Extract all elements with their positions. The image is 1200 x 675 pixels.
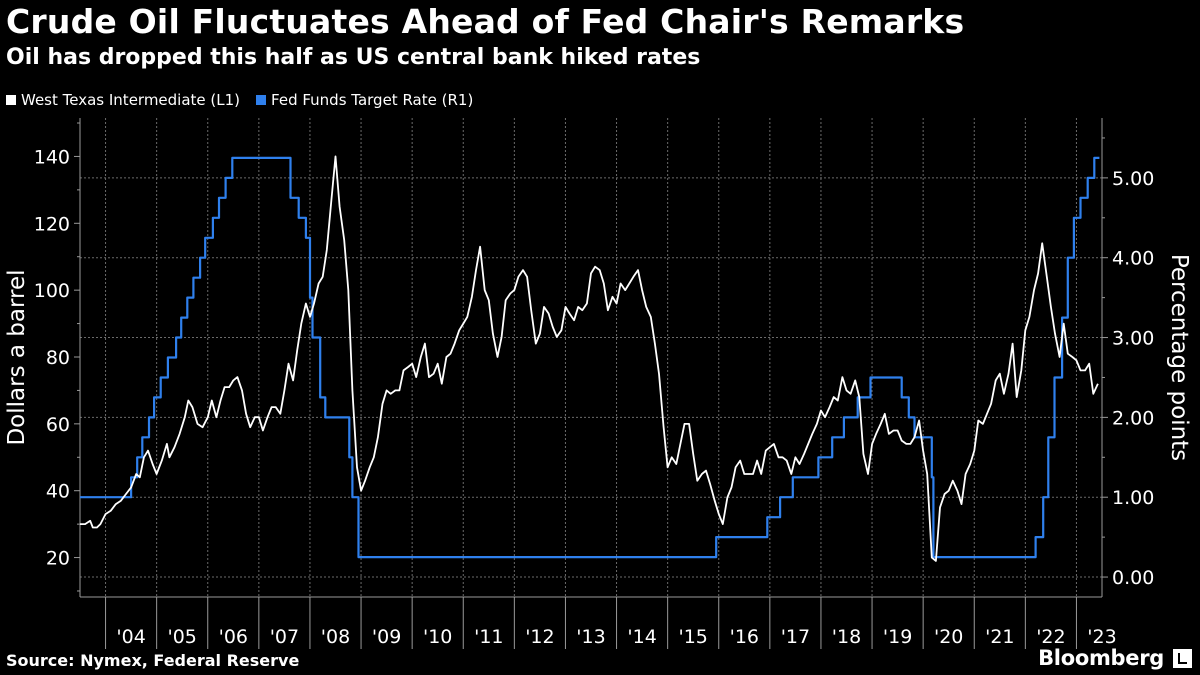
x-tick-label: '11 bbox=[474, 626, 503, 648]
source-note: Source: Nymex, Federal Reserve bbox=[6, 651, 300, 670]
x-tick-label: '15 bbox=[678, 626, 707, 648]
y-axis-label-right: Percentage points bbox=[1166, 254, 1192, 461]
left-tick-label: 20 bbox=[46, 548, 70, 570]
x-axis-ticks: '04 '05 '06 '07 '08 '09 '10 '11 '12 '13 '14 '15 '16 '… bbox=[105, 597, 1117, 649]
x-tick-label: '23 bbox=[1087, 626, 1116, 648]
right-tick-label: 1.00 bbox=[1112, 487, 1154, 509]
right-tick-label: 5.00 bbox=[1112, 168, 1154, 190]
right-tick-label: 0.00 bbox=[1112, 567, 1154, 589]
chart-subtitle: Oil has dropped this half as US central … bbox=[6, 45, 701, 70]
x-tick-label: '04 bbox=[116, 626, 145, 648]
x-tick-label: '14 bbox=[627, 626, 656, 648]
right-tick-label: 2.00 bbox=[1112, 407, 1154, 429]
chart-title: Crude Oil Fluctuates Ahead of Fed Chair'… bbox=[6, 2, 965, 41]
x-tick-label: '08 bbox=[321, 626, 350, 648]
x-tick-label: '05 bbox=[167, 626, 196, 648]
left-tick-label: 140 bbox=[34, 146, 70, 168]
legend-swatch-wti bbox=[6, 95, 16, 105]
series-line-fed-funds bbox=[80, 156, 1100, 559]
y-axis-label-left: Dollars a barrel bbox=[4, 269, 30, 445]
legend-label-fed: Fed Funds Target Rate (R1) bbox=[271, 91, 474, 109]
left-tick-label: 100 bbox=[34, 280, 70, 302]
left-tick-label: 80 bbox=[46, 347, 70, 369]
x-tick-label: '17 bbox=[781, 626, 810, 648]
legend-label-wti: West Texas Intermediate (L1) bbox=[21, 91, 241, 109]
legend-item-fed: Fed Funds Target Rate (R1) bbox=[256, 91, 473, 109]
x-tick-label: '10 bbox=[423, 626, 452, 648]
left-tick-label: 40 bbox=[46, 481, 70, 503]
chart-legend: West Texas Intermediate (L1) Fed Funds T… bbox=[6, 91, 489, 109]
x-tick-label: '19 bbox=[883, 626, 912, 648]
legend-item-wti: West Texas Intermediate (L1) bbox=[6, 91, 240, 109]
x-tick-label: '12 bbox=[525, 626, 554, 648]
right-tick-label: 3.00 bbox=[1112, 328, 1154, 350]
left-axis-ticks: 20 40 60 80 100 120 140 bbox=[34, 122, 80, 592]
legend-swatch-fed bbox=[256, 95, 267, 105]
axes bbox=[79, 118, 1103, 598]
x-tick-label: '21 bbox=[985, 626, 1014, 648]
x-tick-label: '06 bbox=[219, 626, 248, 648]
left-tick-label: 120 bbox=[34, 213, 70, 235]
x-tick-label: '20 bbox=[934, 626, 963, 648]
x-tick-label: '09 bbox=[372, 626, 401, 648]
x-tick-label: '22 bbox=[1036, 626, 1065, 648]
x-tick-label: '16 bbox=[730, 626, 759, 648]
x-tick-label: '07 bbox=[270, 626, 299, 648]
x-tick-label: '13 bbox=[576, 626, 605, 648]
left-tick-label: 60 bbox=[46, 414, 70, 436]
right-axis-ticks: 0.00 1.00 2.00 3.00 4.00 5.00 bbox=[1102, 137, 1154, 589]
bloomberg-logo: Bloomberg bbox=[1038, 646, 1164, 670]
x-tick-label: '18 bbox=[832, 626, 861, 648]
bloomberg-terminal-icon bbox=[1173, 649, 1192, 668]
grid-lines bbox=[80, 118, 1102, 597]
series-line-wti bbox=[80, 155, 1099, 562]
series-lines bbox=[80, 155, 1100, 562]
right-tick-label: 4.00 bbox=[1112, 248, 1154, 270]
